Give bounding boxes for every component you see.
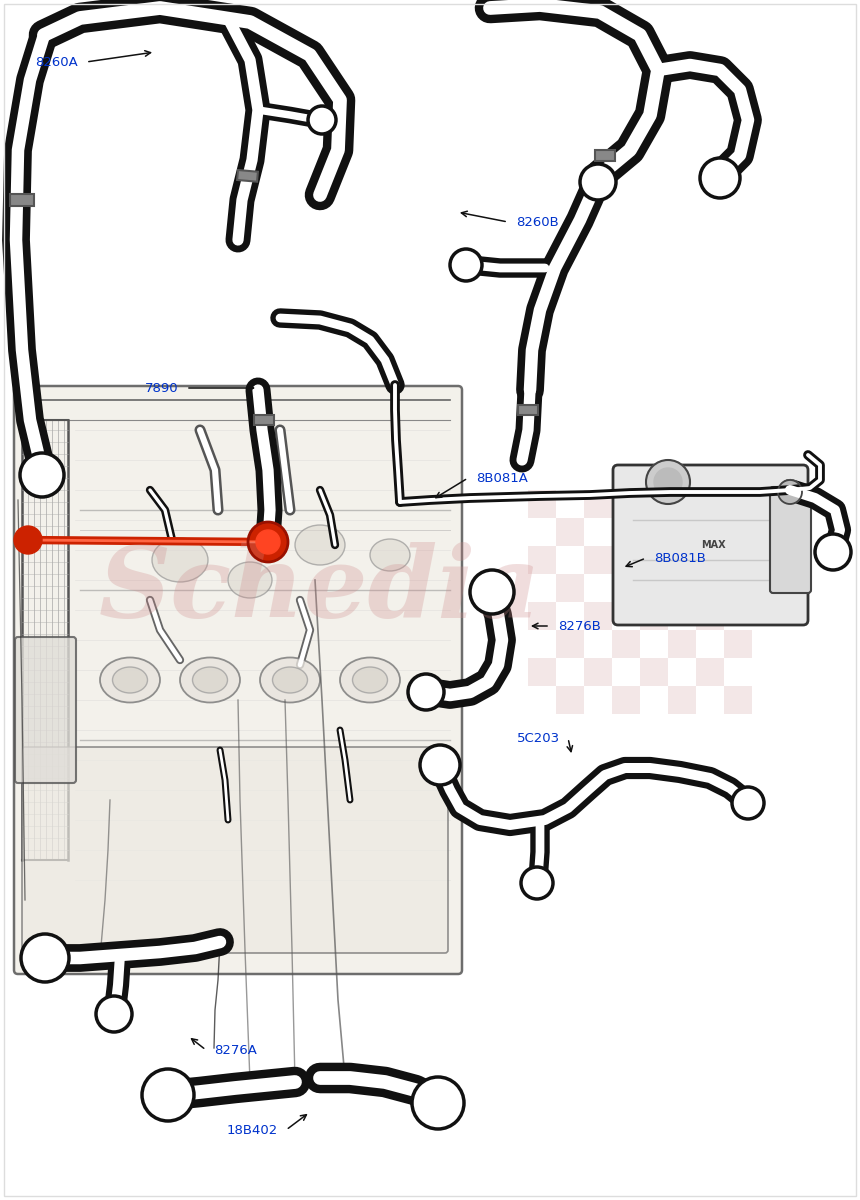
Circle shape <box>14 526 42 554</box>
Text: MAX: MAX <box>701 540 725 550</box>
Circle shape <box>521 866 553 899</box>
Ellipse shape <box>152 538 208 582</box>
Circle shape <box>256 530 280 554</box>
Bar <box>528 602 556 630</box>
Circle shape <box>412 1078 464 1129</box>
Circle shape <box>778 480 802 504</box>
Circle shape <box>580 164 616 200</box>
Bar <box>724 518 752 546</box>
Bar <box>640 546 668 574</box>
Text: 8276B: 8276B <box>558 619 601 632</box>
Circle shape <box>308 106 336 134</box>
Circle shape <box>142 1069 194 1121</box>
Bar <box>556 574 584 602</box>
Bar <box>640 602 668 630</box>
Ellipse shape <box>180 658 240 702</box>
FancyBboxPatch shape <box>22 746 448 953</box>
Bar <box>528 490 556 518</box>
Circle shape <box>732 787 764 818</box>
Bar <box>696 546 724 574</box>
Ellipse shape <box>260 658 320 702</box>
Ellipse shape <box>353 667 388 692</box>
Bar <box>528 546 556 574</box>
Text: 7890: 7890 <box>144 382 178 395</box>
Bar <box>584 546 612 574</box>
Bar <box>556 518 584 546</box>
Circle shape <box>646 460 690 504</box>
Bar <box>696 658 724 686</box>
FancyBboxPatch shape <box>14 386 462 974</box>
Text: Schedia: Schedia <box>99 541 541 638</box>
Ellipse shape <box>273 667 308 692</box>
Circle shape <box>815 534 851 570</box>
Bar <box>640 658 668 686</box>
Ellipse shape <box>100 658 160 702</box>
Bar <box>668 574 696 602</box>
Ellipse shape <box>193 667 228 692</box>
Bar <box>518 404 538 415</box>
Bar <box>556 686 584 714</box>
Text: 8260A: 8260A <box>35 55 78 68</box>
Bar <box>640 490 668 518</box>
Text: 8260B: 8260B <box>516 216 559 228</box>
Circle shape <box>450 248 482 281</box>
Bar <box>668 686 696 714</box>
Ellipse shape <box>228 562 272 598</box>
Bar <box>612 574 640 602</box>
Bar <box>528 658 556 686</box>
Text: 8B081B: 8B081B <box>654 552 706 564</box>
Bar <box>612 686 640 714</box>
Circle shape <box>96 996 132 1032</box>
Bar <box>254 415 274 425</box>
Text: 8B081A: 8B081A <box>476 472 528 485</box>
Bar <box>724 686 752 714</box>
Bar <box>10 194 34 206</box>
Bar <box>237 170 258 181</box>
FancyBboxPatch shape <box>613 464 808 625</box>
Circle shape <box>20 452 64 497</box>
Bar <box>556 630 584 658</box>
Ellipse shape <box>113 667 148 692</box>
Text: 18B402: 18B402 <box>227 1123 278 1136</box>
Circle shape <box>408 674 444 710</box>
FancyBboxPatch shape <box>15 637 76 782</box>
Text: 5C203: 5C203 <box>517 732 560 744</box>
Ellipse shape <box>295 526 345 565</box>
Circle shape <box>700 158 740 198</box>
Bar <box>696 602 724 630</box>
Bar <box>584 658 612 686</box>
Circle shape <box>21 934 69 982</box>
Circle shape <box>420 745 460 785</box>
Bar <box>724 574 752 602</box>
Bar <box>612 630 640 658</box>
Text: 8276A: 8276A <box>214 1044 257 1056</box>
Bar <box>668 630 696 658</box>
Ellipse shape <box>370 539 410 571</box>
Circle shape <box>470 570 514 614</box>
Ellipse shape <box>340 658 400 702</box>
Bar <box>724 630 752 658</box>
Bar <box>595 150 615 161</box>
Bar <box>668 518 696 546</box>
Circle shape <box>654 468 682 496</box>
Bar <box>584 490 612 518</box>
Bar <box>612 518 640 546</box>
Bar <box>584 602 612 630</box>
Circle shape <box>248 522 288 562</box>
Bar <box>696 490 724 518</box>
FancyBboxPatch shape <box>770 487 811 593</box>
